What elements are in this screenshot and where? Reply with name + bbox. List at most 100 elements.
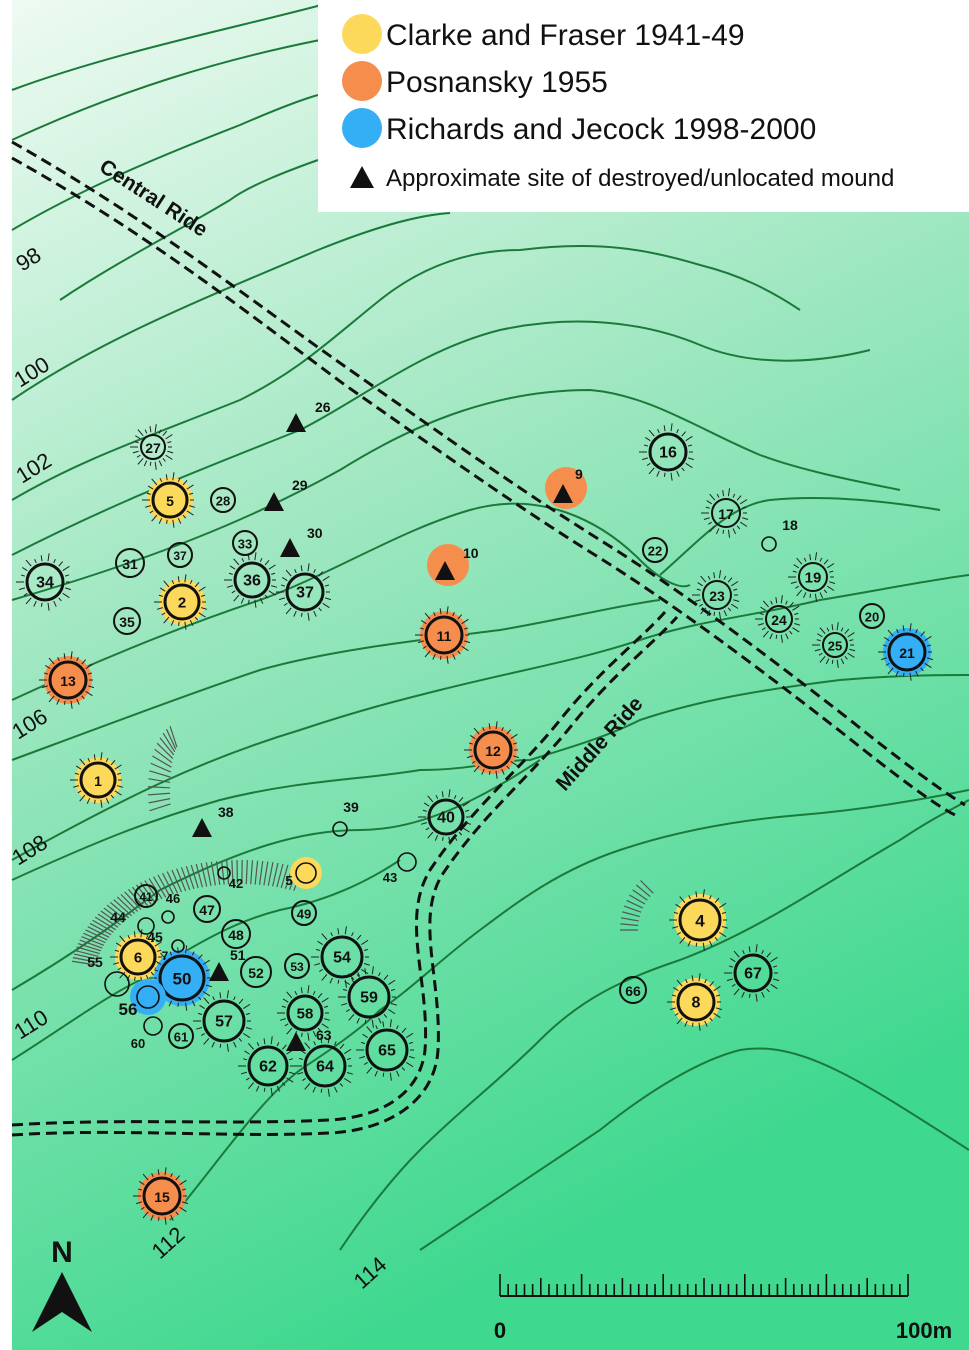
mound-57-spike: [238, 1038, 243, 1042]
mound-62-spike: [263, 1087, 266, 1092]
mound-58-spike: [301, 1032, 303, 1037]
mound-5-spike: [147, 485, 154, 490]
mound-17-spike: [706, 500, 712, 505]
mound-25-spike: [831, 659, 834, 664]
mound-25-spike: [826, 627, 830, 632]
mound-17-spike: [709, 493, 716, 501]
mound-6-spike: [150, 971, 155, 976]
mound-44-ring: [137, 917, 155, 935]
destroyed-mound-10: 10: [427, 544, 479, 586]
mound-8-spike: [669, 1007, 676, 1011]
mound-57-spike: [199, 1004, 205, 1009]
mound-37-spike: [318, 607, 322, 612]
mound-59-spike: [383, 1014, 388, 1018]
mound-54: 54: [311, 926, 370, 988]
legend: Clarke and Fraser 1941-49 Posnansky 1955…: [318, 0, 969, 212]
mound-62-spike: [282, 1082, 286, 1086]
hachure-line: [620, 923, 639, 927]
mound-16-ring: [648, 432, 688, 472]
mound-34-label: 34: [36, 575, 54, 592]
mound-64-spike: [298, 1057, 304, 1060]
mound-12-spike: [471, 760, 476, 764]
mound-2-spike: [158, 594, 163, 597]
mound-64: 64: [294, 1035, 353, 1097]
mound-8-ring: [676, 982, 716, 1022]
mound-4-highlight: [674, 894, 726, 946]
mound-59-spike: [356, 1017, 360, 1024]
mound-54-spike: [321, 974, 328, 981]
mound-8-spike: [704, 979, 707, 984]
contour-line: [419, 1047, 969, 1251]
hachure-line: [185, 865, 195, 890]
mound-24-spike: [762, 630, 769, 638]
mound-23-spike: [696, 588, 701, 591]
mound-7-label: 7: [162, 949, 169, 963]
mound-19-spike: [819, 592, 824, 599]
mound-36-spike: [248, 599, 250, 604]
contour-line: [339, 799, 969, 1251]
mound-54-spike: [314, 963, 321, 966]
mound-4: 4: [669, 889, 728, 951]
mound-1-spike: [79, 758, 86, 766]
mound-2-spike: [194, 616, 199, 621]
mound-34-spike: [18, 587, 25, 591]
mound-57-spike: [196, 1027, 203, 1030]
mound-25-spike: [814, 648, 821, 652]
mound-13-spike: [63, 700, 66, 705]
mound-8-spike: [676, 1017, 683, 1025]
mound-37-spike: [307, 612, 310, 621]
contour-line: [169, 789, 969, 1221]
mound-64-spike: [312, 1086, 316, 1093]
mound-23-spike: [713, 572, 716, 579]
mound-58: 58: [277, 985, 331, 1041]
mound-12-spike: [470, 734, 476, 740]
mound-36: 36: [224, 552, 278, 608]
mound-58-spike: [321, 1023, 329, 1029]
mound-58-spike: [284, 1023, 289, 1027]
mound-60: 60: [131, 1016, 163, 1051]
mound-37-spike: [325, 584, 330, 587]
mound-8-spike: [709, 1017, 713, 1022]
north-arrow-icon: [32, 1272, 92, 1332]
mound-20-ring: [859, 603, 885, 629]
hachure-line: [131, 886, 149, 907]
mound-25-spike: [836, 622, 839, 631]
mound-65: 65: [356, 1019, 415, 1081]
hachure-line: [245, 860, 248, 885]
mound-16-spike: [670, 472, 673, 481]
mound-27-spike: [158, 429, 162, 434]
mound-57-ring: [202, 999, 246, 1043]
mound-11: 11: [415, 606, 471, 664]
mound-5-ring: [295, 862, 317, 884]
mound-22: 22: [642, 537, 668, 563]
mound-13-spike: [81, 695, 85, 700]
mound-64-spike: [334, 1041, 337, 1046]
mound-25-spike: [840, 627, 844, 632]
triangle-icon: [286, 1032, 306, 1051]
mound-24-spike: [762, 600, 769, 608]
mound-27-spike: [132, 450, 139, 454]
mound-23-spike: [700, 607, 707, 615]
mound-62-spike: [244, 1050, 250, 1055]
legend-label-posnansky: Posnansky 1955: [386, 66, 608, 99]
hachure-line: [73, 953, 98, 960]
mound-24-spike: [785, 600, 788, 605]
mound-59-spike: [388, 1009, 396, 1015]
hachure-line: [128, 889, 145, 908]
mound-27-spike: [144, 429, 148, 434]
mound-27-spike: [149, 461, 152, 466]
mound-1-spike: [75, 765, 82, 770]
mound-37-spike: [285, 607, 292, 615]
mound-54-spike: [363, 963, 370, 966]
mound-16-spike: [685, 462, 693, 469]
mound-25-spike: [849, 639, 854, 642]
mound-13-spike: [88, 685, 95, 689]
mound-21-spike: [902, 625, 905, 632]
mound-37-spike: [293, 610, 297, 617]
mound-4-spike: [721, 926, 728, 929]
mound-19-spike: [809, 593, 812, 598]
hachure-line: [156, 742, 174, 759]
mound-65-spike: [406, 1032, 414, 1038]
mound-65-spike: [408, 1041, 414, 1044]
mound-23-spike: [707, 575, 711, 580]
